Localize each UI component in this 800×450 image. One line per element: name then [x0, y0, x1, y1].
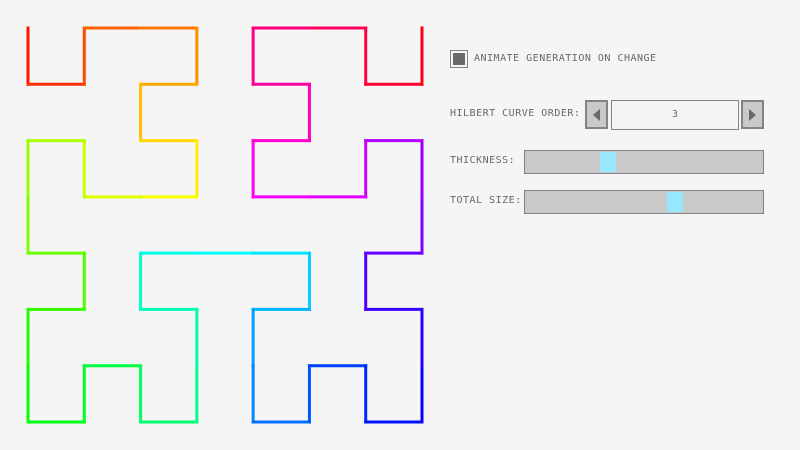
- order-value-field[interactable]: 3: [611, 100, 739, 130]
- thickness-slider[interactable]: [524, 150, 764, 174]
- animate-generation-checkbox[interactable]: [450, 50, 468, 68]
- order-increment-button[interactable]: [741, 100, 764, 129]
- triangle-left-icon: [593, 109, 600, 121]
- size-slider-thumb[interactable]: [667, 192, 684, 212]
- order-decrement-button[interactable]: [585, 100, 608, 129]
- size-slider[interactable]: [524, 190, 764, 214]
- checkbox-checked-fill: [453, 53, 465, 65]
- triangle-right-icon: [749, 109, 756, 121]
- order-label: HILBERT CURVE ORDER:: [450, 108, 581, 119]
- size-label: TOTAL SIZE:: [450, 195, 522, 206]
- thickness-slider-thumb[interactable]: [600, 152, 617, 172]
- thickness-label: THICKNESS:: [450, 155, 516, 166]
- hilbert-curve-canvas: [26, 26, 424, 424]
- animate-generation-label: ANIMATE GENERATION ON CHANGE: [474, 53, 657, 64]
